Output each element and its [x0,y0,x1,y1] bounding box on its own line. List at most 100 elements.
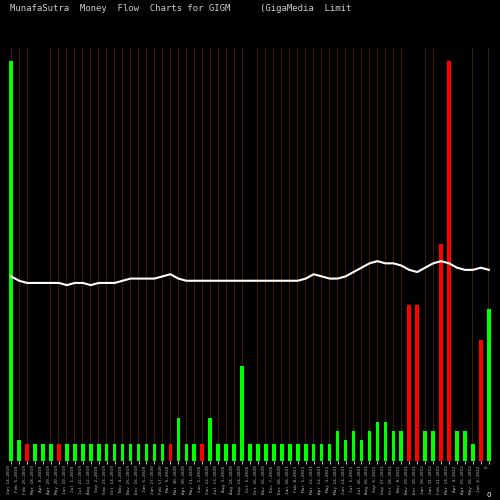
Bar [208,418,212,462]
Bar [98,48,99,462]
Bar [122,48,123,462]
Bar [114,48,115,462]
Bar [41,444,45,462]
Bar [232,444,236,462]
Bar [304,444,308,462]
Bar [186,48,187,462]
Bar [10,61,13,462]
Bar [328,444,332,462]
Bar [488,48,490,462]
Bar [240,366,244,462]
Bar [224,444,228,462]
Bar [264,444,268,462]
Bar [192,444,196,462]
Bar [89,444,92,462]
Bar [472,48,474,462]
Bar [162,48,163,462]
Bar [256,444,260,462]
Bar [392,431,395,462]
Bar [26,48,28,462]
Text: 0: 0 [486,492,491,498]
Bar [154,48,155,462]
Bar [432,48,434,462]
Bar [106,48,107,462]
Text: MunafaSutra  Money  Flow  Charts for GIGM: MunafaSutra Money Flow Charts for GIGM [10,4,231,13]
Bar [146,48,147,462]
Bar [400,431,403,462]
Bar [136,444,140,462]
Bar [58,48,59,462]
Bar [471,444,474,462]
Bar [479,340,482,462]
Bar [160,444,164,462]
Bar [353,48,354,462]
Bar [50,48,51,462]
Bar [487,309,490,462]
Bar [121,444,124,462]
Bar [385,48,386,462]
Bar [440,244,443,462]
Bar [97,444,100,462]
Bar [313,48,314,462]
Bar [464,48,466,462]
Bar [216,444,220,462]
Bar [168,444,172,462]
Bar [57,444,60,462]
Bar [105,444,108,462]
Bar [352,431,356,462]
Bar [384,422,387,462]
Bar [312,444,316,462]
Bar [113,444,116,462]
Bar [138,48,139,462]
Bar [401,48,402,462]
Bar [49,444,52,462]
Bar [90,48,91,462]
Bar [66,48,68,462]
Bar [448,61,451,462]
Bar [321,48,322,462]
Bar [34,48,35,462]
Bar [456,48,458,462]
Bar [336,431,340,462]
Text: (GigaMedia  Limit: (GigaMedia Limit [260,4,351,13]
Bar [248,444,252,462]
Bar [65,444,68,462]
Bar [296,444,300,462]
Bar [408,304,411,462]
Bar [184,444,188,462]
Bar [129,444,132,462]
Bar [329,48,330,462]
Bar [26,444,29,462]
Bar [42,48,43,462]
Bar [152,444,156,462]
Bar [10,48,12,462]
Bar [360,440,364,462]
Bar [361,48,362,462]
Bar [176,418,180,462]
Bar [144,444,148,462]
Bar [320,444,324,462]
Bar [18,48,20,462]
Bar [416,304,419,462]
Bar [272,444,276,462]
Bar [424,48,426,462]
Bar [337,48,338,462]
Bar [369,48,370,462]
Bar [345,48,346,462]
Bar [376,422,379,462]
Bar [377,48,378,462]
Bar [463,431,467,462]
Bar [33,444,37,462]
Bar [200,444,204,462]
Bar [368,431,371,462]
Bar [82,48,84,462]
Bar [432,431,435,462]
Bar [81,444,84,462]
Bar [178,48,179,462]
Bar [344,440,348,462]
Bar [393,48,394,462]
Bar [170,48,171,462]
Bar [130,48,131,462]
Bar [18,440,21,462]
Bar [73,444,76,462]
